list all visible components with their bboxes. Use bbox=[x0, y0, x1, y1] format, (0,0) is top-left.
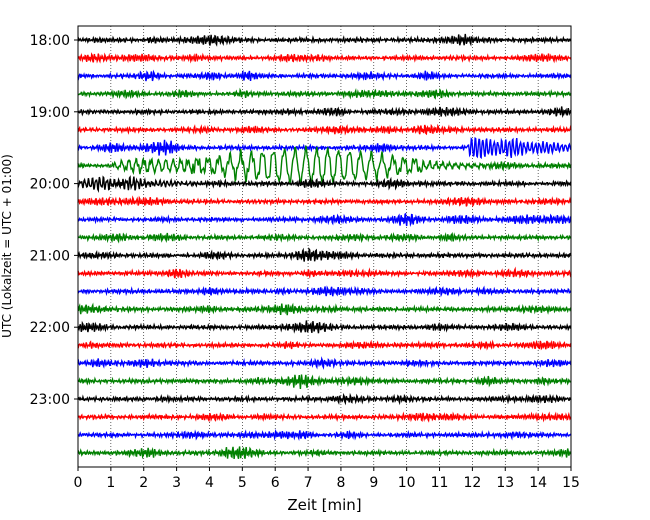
x-tick-label: 12 bbox=[463, 475, 481, 491]
x-tick-label: 10 bbox=[398, 475, 416, 491]
y-tick-label: 20:00 bbox=[30, 177, 70, 193]
y-tick-label: 22:00 bbox=[30, 320, 70, 336]
trace-2300 bbox=[77, 392, 572, 406]
trace-2215 bbox=[77, 339, 572, 351]
trace-2245 bbox=[77, 374, 572, 389]
y-axis-ticks: 18:00 19:00 20:00 21:00 22:00 23:00 bbox=[30, 33, 78, 408]
x-axis-label: Zeit [min] bbox=[287, 496, 361, 514]
trace-1945 bbox=[77, 145, 572, 186]
seismic-traces bbox=[77, 33, 572, 460]
plot-frame bbox=[77, 25, 572, 468]
x-tick-label: 7 bbox=[304, 475, 313, 491]
x-tick-label: 14 bbox=[529, 475, 547, 491]
trace-1830 bbox=[77, 69, 572, 82]
x-axis-ticks: 0 1 2 3 4 5 6 7 8 9 10 11 12 13 14 15 bbox=[74, 467, 580, 491]
x-tick-label: 3 bbox=[172, 475, 181, 491]
trace-1800 bbox=[77, 33, 572, 47]
x-tick-label: 8 bbox=[336, 475, 345, 491]
x-tick-label: 5 bbox=[238, 475, 247, 491]
trace-1845 bbox=[77, 87, 572, 100]
y-axis-label: UTC (Lokalzeit = UTC + 01:00) bbox=[0, 154, 14, 338]
trace-2330 bbox=[77, 428, 572, 441]
y-tick-label: 19:00 bbox=[30, 105, 70, 121]
x-tick-label: 1 bbox=[106, 475, 115, 491]
x-tick-label: 15 bbox=[562, 475, 580, 491]
x-tick-label: 13 bbox=[496, 475, 514, 491]
trace-2230 bbox=[77, 356, 572, 370]
trace-2100 bbox=[77, 247, 572, 262]
trace-2030 bbox=[77, 212, 572, 227]
y-tick-label: 23:00 bbox=[30, 392, 70, 408]
trace-1815 bbox=[77, 52, 572, 64]
trace-2000 bbox=[77, 175, 572, 193]
x-tick-label: 0 bbox=[74, 475, 83, 491]
trace-2145 bbox=[77, 302, 572, 316]
trace-1915 bbox=[77, 123, 572, 136]
trace-2015 bbox=[77, 195, 572, 208]
x-tick-label: 4 bbox=[205, 475, 214, 491]
trace-2315 bbox=[77, 411, 572, 423]
trace-2115 bbox=[77, 266, 572, 279]
trace-1930 bbox=[77, 136, 572, 160]
x-tick-label: 2 bbox=[139, 475, 148, 491]
x-tick-label: 11 bbox=[431, 475, 449, 491]
trace-1900 bbox=[77, 106, 572, 118]
x-tick-label: 9 bbox=[369, 475, 378, 491]
trace-2045 bbox=[77, 231, 572, 244]
trace-2200 bbox=[77, 320, 572, 334]
y-tick-label: 18:00 bbox=[30, 33, 70, 49]
trace-2345 bbox=[77, 446, 572, 460]
trace-2130 bbox=[77, 285, 572, 298]
y-tick-label: 21:00 bbox=[30, 248, 70, 264]
x-tick-label: 6 bbox=[271, 475, 280, 491]
